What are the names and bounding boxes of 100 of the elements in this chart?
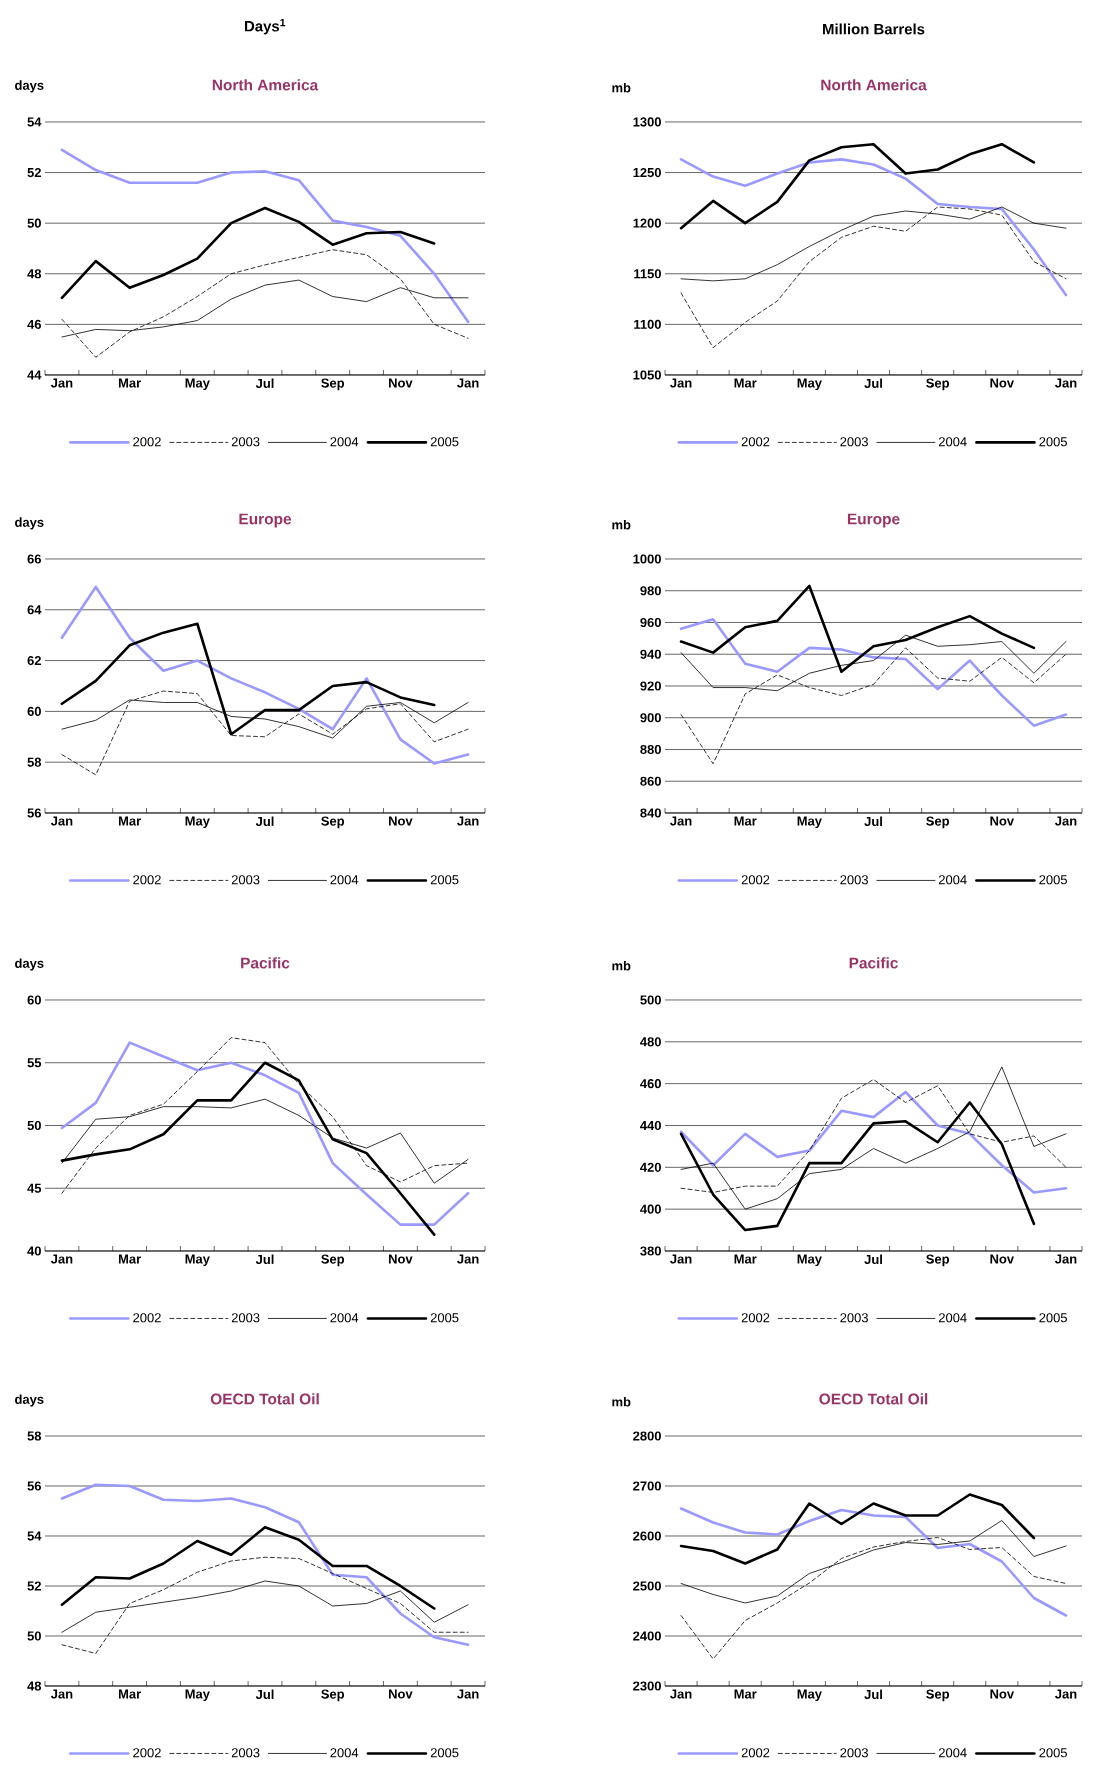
y-tick-label: 50 bbox=[27, 218, 41, 228]
legend-label: 2004 bbox=[938, 437, 967, 447]
legend-label: 2003 bbox=[840, 875, 868, 885]
x-tick-label: Jan bbox=[1055, 1254, 1077, 1264]
legend-label: 2004 bbox=[938, 1313, 967, 1323]
y-tick-label: 980 bbox=[640, 586, 661, 596]
x-tick-label: Jul bbox=[864, 1254, 882, 1265]
y-tick-label: 64 bbox=[27, 605, 42, 615]
legend-label: 2002 bbox=[741, 1313, 770, 1323]
x-tick-label: Mar bbox=[734, 378, 757, 388]
y-tick-label: 1200 bbox=[633, 218, 661, 228]
y-tick-label: 52 bbox=[27, 167, 41, 178]
x-tick-label: Mar bbox=[118, 1689, 141, 1699]
y-tick-label: 40 bbox=[27, 1246, 41, 1256]
legend-label: 2005 bbox=[430, 875, 459, 885]
x-tick-label: Nov bbox=[389, 816, 413, 826]
legend-label: 2004 bbox=[330, 1313, 359, 1323]
y-tick-label: 58 bbox=[27, 1431, 42, 1441]
x-tick-label: Jul bbox=[864, 1689, 882, 1700]
x-tick-label: Sep bbox=[926, 1254, 950, 1267]
x-tick-label: Mar bbox=[118, 1254, 141, 1264]
legend-label: 2005 bbox=[430, 1748, 459, 1758]
x-tick-label: Jan bbox=[1055, 816, 1077, 826]
y-tick-label: 860 bbox=[640, 776, 661, 786]
x-tick-label: May bbox=[797, 816, 822, 829]
y-tick-label: 1150 bbox=[634, 269, 661, 279]
legend-label: 2005 bbox=[1039, 437, 1067, 447]
y-tick-label: 400 bbox=[640, 1204, 661, 1214]
legend-label: 2003 bbox=[231, 437, 260, 447]
legend-label: 2002 bbox=[133, 875, 161, 885]
chart-title: Pacific bbox=[849, 957, 898, 969]
x-tick-label: Jan bbox=[670, 1689, 692, 1699]
y-tick-label: 940 bbox=[640, 649, 661, 659]
legend-label: 2003 bbox=[231, 1748, 260, 1758]
legend-label: 2004 bbox=[330, 1748, 359, 1758]
x-tick-label: Jan bbox=[457, 378, 479, 388]
y-tick-label: 50 bbox=[27, 1631, 41, 1641]
legend-label: 2002 bbox=[741, 1748, 770, 1758]
y-tick-label: 500 bbox=[640, 995, 661, 1005]
x-tick-label: Jan bbox=[50, 1254, 73, 1264]
x-tick-label: Jul bbox=[864, 378, 882, 388]
y-tick-label: 48 bbox=[27, 1681, 42, 1691]
x-tick-label: May bbox=[185, 378, 210, 391]
y-tick-label: 66 bbox=[27, 554, 42, 564]
x-tick-label: May bbox=[185, 1254, 210, 1267]
y-tick-label: 1050 bbox=[633, 370, 661, 380]
y-axis-title: days bbox=[15, 517, 44, 530]
y-tick-label: 420 bbox=[640, 1162, 661, 1172]
legend-label: 2003 bbox=[840, 1313, 868, 1323]
text: Days$^{1}$ bbox=[244, 18, 286, 35]
y-tick-label: 880 bbox=[640, 744, 661, 755]
chart-title: North America bbox=[212, 79, 319, 91]
chart-title: Pacific bbox=[241, 957, 290, 969]
legend-label: 2003 bbox=[231, 1313, 260, 1323]
y-tick-label: 1300 bbox=[633, 117, 661, 127]
y-tick-label: 960 bbox=[640, 617, 661, 628]
y-tick-label: 460 bbox=[640, 1079, 661, 1089]
x-tick-label: Jan bbox=[1055, 378, 1077, 388]
x-tick-label: Jan bbox=[670, 1254, 692, 1264]
y-tick-label: 900 bbox=[640, 713, 661, 723]
y-tick-label: 50 bbox=[27, 1120, 41, 1131]
legend-label: 2002 bbox=[741, 437, 770, 447]
legend-label: 2004 bbox=[938, 875, 967, 885]
x-tick-label: Sep bbox=[321, 816, 345, 829]
y-tick-label: 380 bbox=[640, 1246, 661, 1256]
legend-label: 2005 bbox=[1039, 1313, 1067, 1323]
y-tick-label: 62 bbox=[27, 655, 41, 666]
x-tick-label: Jan bbox=[670, 378, 692, 388]
x-tick-label: Jan bbox=[457, 1254, 479, 1264]
y-tick-label: 1100 bbox=[634, 319, 661, 329]
x-tick-label: Jul bbox=[255, 378, 274, 388]
x-tick-label: Sep bbox=[321, 378, 345, 391]
y-tick-label: 2700 bbox=[633, 1481, 661, 1491]
y-axis-title: mb bbox=[612, 960, 631, 971]
legend-label: 2002 bbox=[133, 1313, 161, 1323]
legend-label: 2004 bbox=[938, 1748, 967, 1758]
x-tick-label: Nov bbox=[990, 378, 1014, 388]
y-tick-label: 56 bbox=[27, 1481, 42, 1491]
chart-title: North America bbox=[821, 79, 927, 91]
legend-label: 2003 bbox=[840, 1748, 868, 1758]
text: Million Barrels bbox=[823, 23, 925, 35]
legend-label: 2004 bbox=[330, 875, 359, 885]
y-tick-label: 58 bbox=[27, 757, 42, 767]
legend-label: 2002 bbox=[741, 875, 770, 885]
y-tick-label: 44 bbox=[27, 370, 42, 380]
x-tick-label: May bbox=[185, 816, 210, 829]
x-tick-label: May bbox=[185, 1689, 210, 1702]
legend-label: 2005 bbox=[430, 1313, 459, 1323]
x-tick-label: Mar bbox=[118, 378, 141, 388]
x-tick-label: Sep bbox=[926, 816, 950, 829]
y-tick-label: 48 bbox=[27, 269, 42, 279]
x-tick-label: Jul bbox=[864, 816, 882, 827]
y-axis-title: days bbox=[15, 80, 44, 93]
y-tick-label: 54 bbox=[27, 117, 42, 127]
legend-label: 2005 bbox=[430, 437, 459, 447]
legend-label: 2005 bbox=[1039, 1748, 1067, 1758]
x-tick-label: Mar bbox=[734, 816, 757, 826]
y-tick-label: 480 bbox=[640, 1037, 661, 1047]
x-tick-label: Nov bbox=[389, 378, 413, 388]
y-tick-label: 2500 bbox=[633, 1581, 661, 1591]
